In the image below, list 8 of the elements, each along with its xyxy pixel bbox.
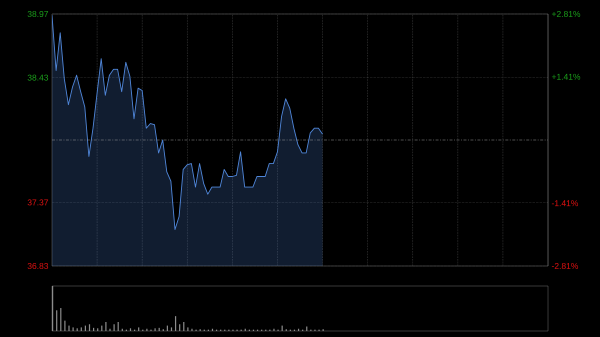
y2-tick-label: -2.81% [552, 263, 578, 269]
y2-tick-label: +1.41% [552, 74, 580, 80]
y-tick-label: 37.37 [28, 199, 48, 206]
y2-tick-label: -1.41% [552, 200, 578, 206]
y-tick-label: 36.83 [28, 263, 48, 269]
y-tick-label: 38.97 [28, 11, 48, 17]
y-tick-label: 38.43 [28, 74, 48, 81]
y2-tick-label: +2.81% [552, 11, 580, 17]
